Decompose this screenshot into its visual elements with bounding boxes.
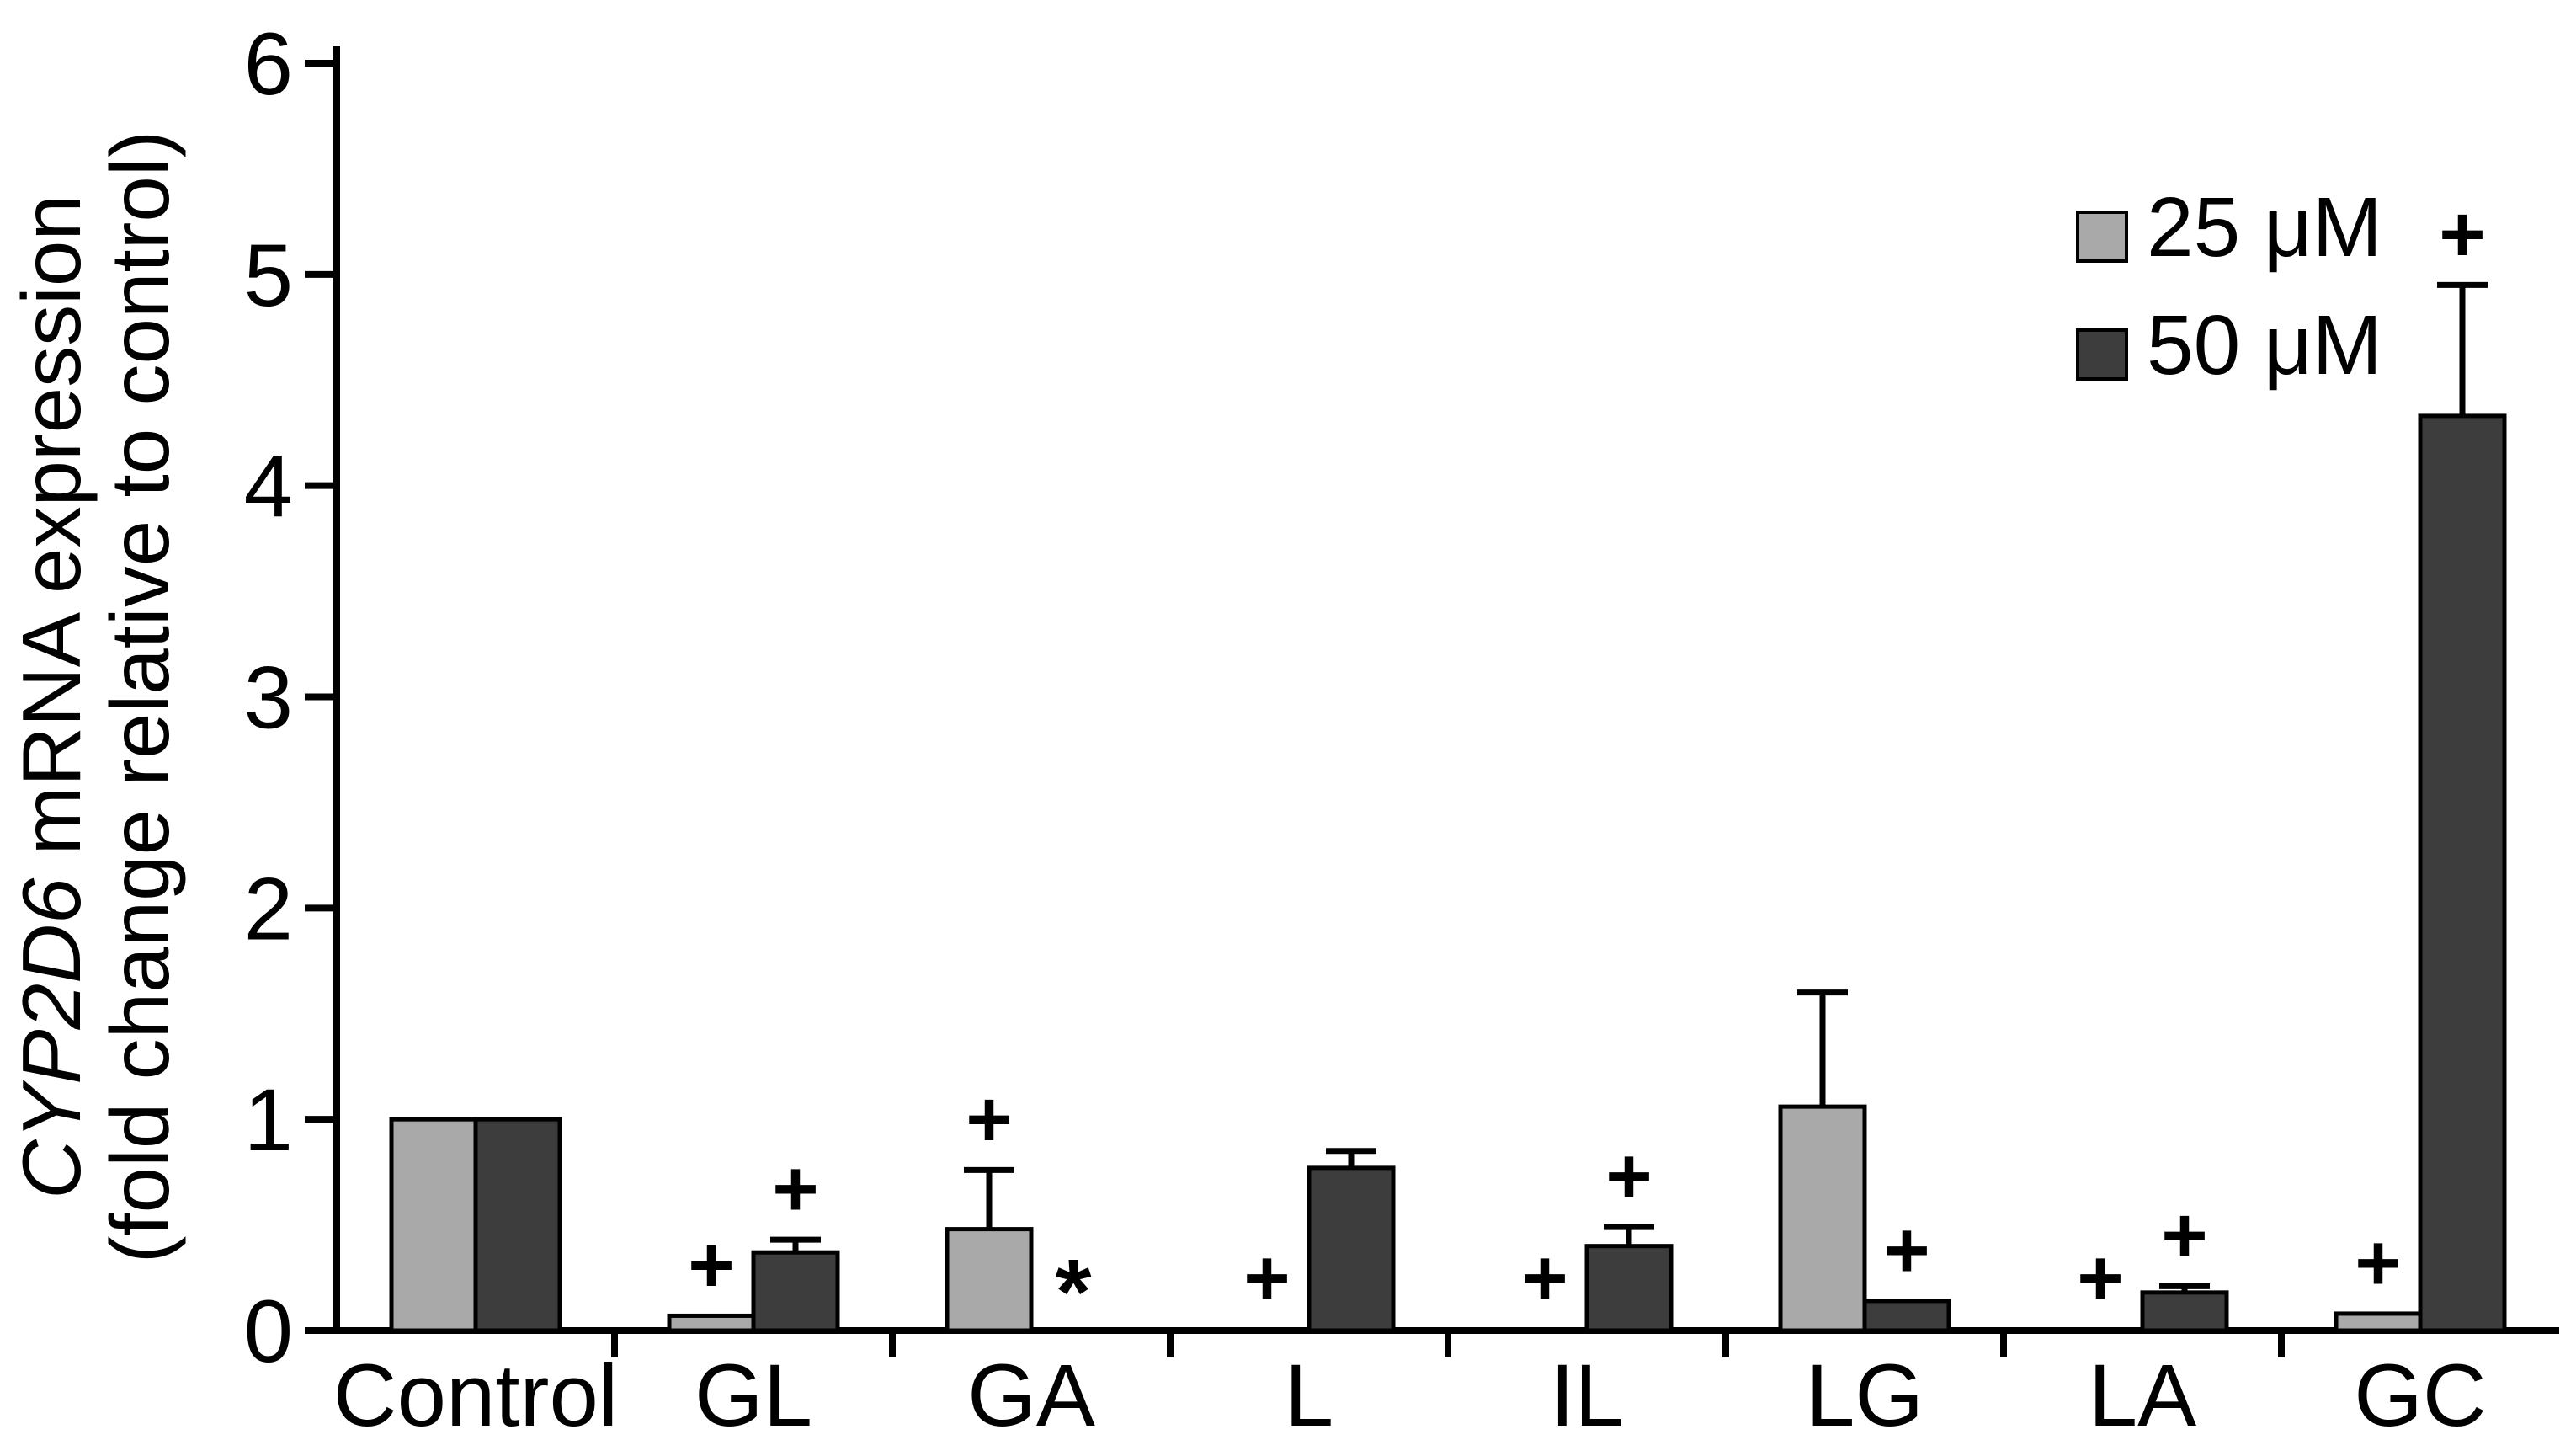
category-label: GL bbox=[695, 1347, 812, 1440]
significance-marker: + bbox=[2355, 1219, 2401, 1308]
bar-25μM-GA bbox=[945, 1227, 1034, 1333]
category-label: GC bbox=[2354, 1347, 2487, 1440]
y-tick-label: 0 bbox=[244, 1283, 293, 1381]
bar-50μM-LG bbox=[1862, 1299, 1951, 1333]
significance-marker: + bbox=[1605, 1132, 1652, 1221]
y-axis-title-line2: (fold change relative to control) bbox=[93, 131, 186, 1264]
significance-marker: + bbox=[2077, 1234, 2123, 1323]
bar-25μM-LG bbox=[1778, 1104, 1867, 1333]
y-axis-title-line1: CYP2D6 mRNA expression bbox=[5, 195, 98, 1199]
y-tick-label: 4 bbox=[244, 438, 293, 536]
significance-marker: * bbox=[1056, 1240, 1092, 1344]
category-label: L bbox=[1285, 1347, 1333, 1440]
y-axis-title-rest: mRNA expression bbox=[5, 195, 98, 878]
bar-25μM-GL bbox=[667, 1313, 756, 1333]
y-tick-label: 2 bbox=[244, 860, 293, 958]
y-tick-label: 1 bbox=[244, 1071, 293, 1170]
category-label: Control bbox=[333, 1347, 618, 1440]
bar-25μM-Control bbox=[389, 1117, 478, 1333]
legend-swatch bbox=[2076, 328, 2128, 381]
legend-swatch bbox=[2076, 211, 2128, 263]
bar-25μM-GC bbox=[2334, 1311, 2423, 1333]
category-label: IL bbox=[1550, 1347, 1624, 1440]
y-tick-label: 5 bbox=[244, 227, 293, 325]
significance-marker: + bbox=[2161, 1191, 2207, 1280]
bar-50μM-IL bbox=[1584, 1244, 1674, 1333]
bar-50μM-GL bbox=[751, 1250, 840, 1333]
significance-marker: + bbox=[966, 1075, 1012, 1164]
bar-50μM-LA bbox=[2140, 1290, 2229, 1333]
bar-50μM-Control bbox=[473, 1117, 562, 1333]
bar-50μM-L bbox=[1307, 1165, 1396, 1333]
y-tick-label: 3 bbox=[244, 649, 293, 748]
legend-label: 25 μM bbox=[2147, 180, 2382, 275]
significance-marker: + bbox=[1243, 1234, 1290, 1323]
category-label: LA bbox=[2089, 1347, 2196, 1440]
significance-marker: + bbox=[688, 1220, 734, 1309]
category-label: LG bbox=[1806, 1347, 1924, 1440]
significance-marker: + bbox=[772, 1144, 818, 1234]
significance-marker: + bbox=[1521, 1234, 1567, 1323]
y-axis-title-gene: CYP2D6 bbox=[5, 877, 98, 1199]
category-label: GA bbox=[967, 1347, 1095, 1440]
y-tick-label: 6 bbox=[244, 15, 293, 114]
bar-50μM-GC bbox=[2418, 413, 2507, 1333]
significance-marker: + bbox=[2439, 189, 2485, 279]
significance-marker: + bbox=[1883, 1206, 1929, 1295]
legend-label: 50 μM bbox=[2147, 298, 2382, 392]
